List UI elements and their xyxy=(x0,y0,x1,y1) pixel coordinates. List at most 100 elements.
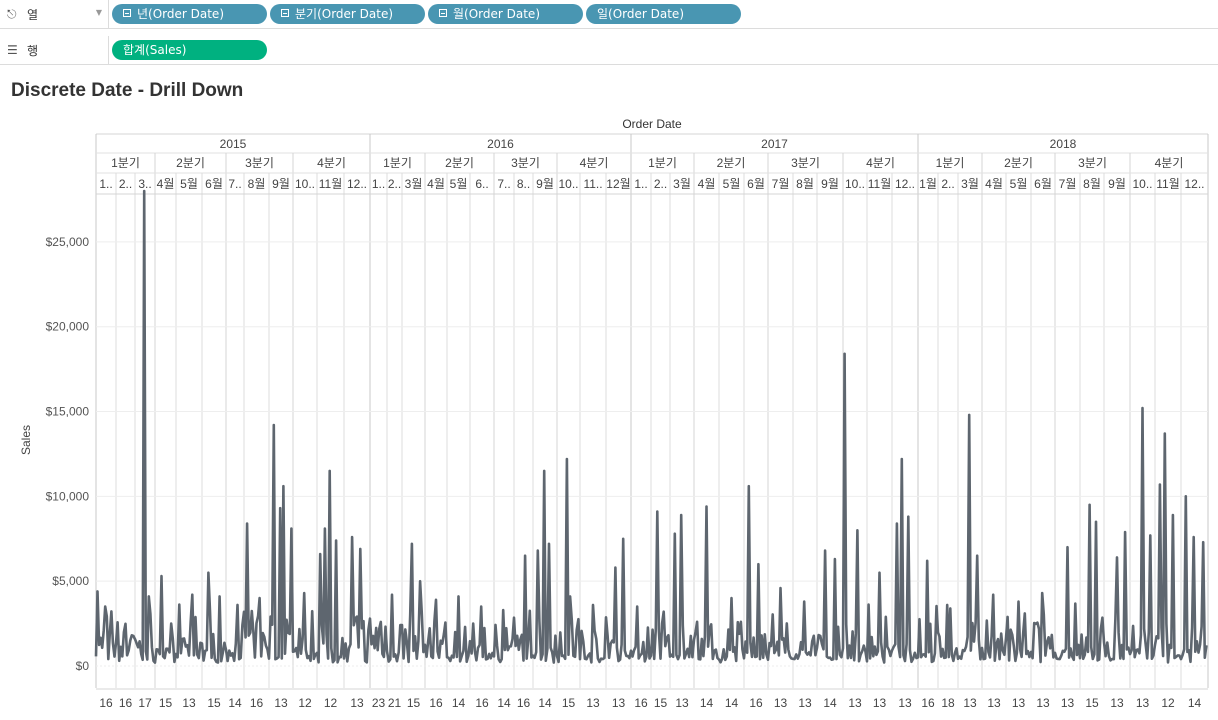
day-label: 15 xyxy=(159,696,173,710)
quarter-label: 3분기 xyxy=(511,156,540,170)
y-tick-label: $5,000 xyxy=(52,574,89,588)
day-label: 13 xyxy=(848,696,862,710)
day-label: 13 xyxy=(350,696,364,710)
quarter-label: 2분기 xyxy=(445,156,474,170)
day-label: 13 xyxy=(774,696,788,710)
chevron-down-icon[interactable]: ▼ xyxy=(95,8,102,17)
month-label: 6.. xyxy=(475,177,488,191)
month-label: 1.. xyxy=(372,177,385,191)
month-label: 6월 xyxy=(747,177,765,191)
quarter-label: 1분기 xyxy=(383,156,412,170)
month-label: 5월 xyxy=(1010,177,1028,191)
day-label: 13 xyxy=(586,696,600,710)
month-label: 12.. xyxy=(895,177,915,191)
month-label: 1.. xyxy=(99,177,112,191)
month-label: 3월 xyxy=(405,177,423,191)
month-label: 10.. xyxy=(1132,177,1152,191)
month-label: 8.. xyxy=(517,177,530,191)
quarter-label: 2분기 xyxy=(1004,156,1033,170)
columns-shelf[interactable]: ⎋ 열 ▼ 년(Order Date) 분기(Order Date) 월(Ord… xyxy=(0,0,1218,29)
day-label: 12 xyxy=(324,696,338,710)
day-label: 13 xyxy=(1061,696,1075,710)
rows-shelf[interactable]: ☰ 행 합계(Sales) xyxy=(0,36,1218,65)
month-label: 4월 xyxy=(157,177,175,191)
order-date-header: Order Date xyxy=(622,117,682,131)
year-label: 2016 xyxy=(487,137,514,151)
collapse-icon[interactable] xyxy=(123,9,131,17)
day-label: 16 xyxy=(517,696,531,710)
month-label: 2.. xyxy=(388,177,401,191)
day-label: 13 xyxy=(898,696,912,710)
month-label: 10.. xyxy=(295,177,315,191)
y-tick-label: $15,000 xyxy=(46,405,90,419)
quarter-label: 4분기 xyxy=(1155,156,1184,170)
month-label: 11월 xyxy=(868,177,892,191)
year-order-date-pill[interactable]: 년(Order Date) xyxy=(112,4,267,24)
day-label: 16 xyxy=(250,696,264,710)
sum-sales-pill[interactable]: 합계(Sales) xyxy=(112,40,267,60)
month-label: 3월 xyxy=(673,177,691,191)
month-label: 2.. xyxy=(941,177,954,191)
day-label: 13 xyxy=(274,696,288,710)
quarter-label: 4분기 xyxy=(317,156,346,170)
day-label: 13 xyxy=(798,696,812,710)
sales-series-line xyxy=(94,189,1208,664)
quarter-label: 4분기 xyxy=(580,156,609,170)
day-label: 13 xyxy=(987,696,1001,710)
month-order-date-pill[interactable]: 월(Order Date) xyxy=(428,4,583,24)
day-label: 14 xyxy=(538,696,552,710)
month-label: 1.. xyxy=(634,177,647,191)
quarter-label: 1분기 xyxy=(936,156,965,170)
month-label: 11월 xyxy=(319,177,343,191)
month-label: 7월 xyxy=(772,177,790,191)
quarter-order-date-pill[interactable]: 분기(Order Date) xyxy=(270,4,425,24)
day-order-date-pill[interactable]: 일(Order Date) xyxy=(586,4,741,24)
month-label: 8월 xyxy=(248,177,266,191)
day-label: 15 xyxy=(407,696,421,710)
month-label: 12.. xyxy=(1184,177,1204,191)
day-label: 13 xyxy=(1036,696,1050,710)
day-label: 18 xyxy=(941,696,955,710)
day-label: 13 xyxy=(612,696,626,710)
y-tick-label: $20,000 xyxy=(46,320,90,334)
day-label: 16 xyxy=(634,696,648,710)
day-label: 16 xyxy=(119,696,133,710)
day-label: 16 xyxy=(749,696,763,710)
day-label: 15 xyxy=(562,696,576,710)
collapse-icon[interactable] xyxy=(281,9,289,17)
rows-icon: ☰ xyxy=(7,43,18,57)
day-label: 14 xyxy=(700,696,714,710)
month-label: 9월 xyxy=(272,177,290,191)
day-label: 13 xyxy=(675,696,689,710)
quarter-label: 3분기 xyxy=(791,156,820,170)
month-label: 6월 xyxy=(1034,177,1052,191)
day-label: 23 xyxy=(372,696,386,710)
year-label: 2018 xyxy=(1050,137,1077,151)
rows-shelf-label: ☰ 행 xyxy=(0,36,109,64)
quarter-label: 1분기 xyxy=(111,156,140,170)
columns-shelf-label: ⎋ 열 ▼ xyxy=(0,0,109,28)
day-label: 13 xyxy=(1012,696,1026,710)
month-label: 7월 xyxy=(1059,177,1077,191)
month-label: 6월 xyxy=(205,177,223,191)
month-label: 8월 xyxy=(796,177,814,191)
day-label: 13 xyxy=(873,696,887,710)
month-label: 4월 xyxy=(698,177,716,191)
day-label: 12 xyxy=(298,696,312,710)
month-label: 3월 xyxy=(961,177,979,191)
month-label: 8월 xyxy=(1083,177,1101,191)
month-label: 2.. xyxy=(119,177,132,191)
day-label: 14 xyxy=(725,696,739,710)
month-label: 5월 xyxy=(723,177,741,191)
collapse-icon[interactable] xyxy=(439,9,447,17)
day-label: 12 xyxy=(1161,696,1175,710)
month-label: 10.. xyxy=(558,177,578,191)
sheet-title: Discrete Date - Drill Down xyxy=(11,80,244,101)
y-axis-title: Sales xyxy=(19,425,33,455)
month-label: 11.. xyxy=(583,177,602,191)
quarter-label: 2분기 xyxy=(176,156,205,170)
day-label: 14 xyxy=(823,696,837,710)
day-label: 16 xyxy=(99,696,113,710)
quarter-label: 1분기 xyxy=(648,156,677,170)
month-label: 4월 xyxy=(985,177,1003,191)
